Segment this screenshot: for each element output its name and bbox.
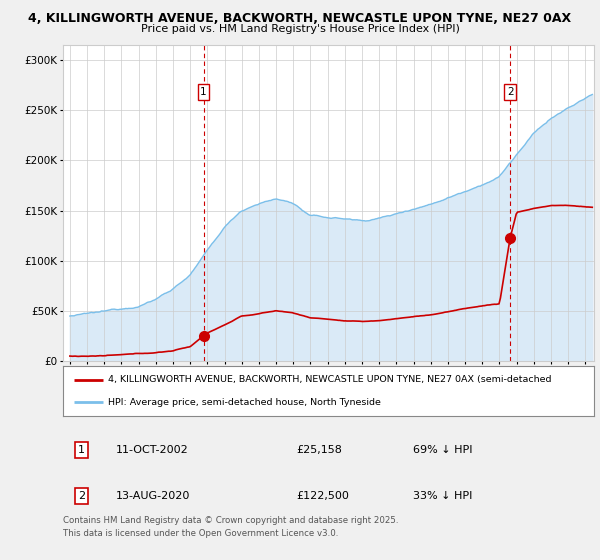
Text: 11-OCT-2002: 11-OCT-2002 <box>116 445 189 455</box>
Text: Price paid vs. HM Land Registry's House Price Index (HPI): Price paid vs. HM Land Registry's House … <box>140 24 460 34</box>
Text: 13-AUG-2020: 13-AUG-2020 <box>116 491 190 501</box>
Text: 69% ↓ HPI: 69% ↓ HPI <box>413 445 473 455</box>
Text: 4, KILLINGWORTH AVENUE, BACKWORTH, NEWCASTLE UPON TYNE, NE27 0AX: 4, KILLINGWORTH AVENUE, BACKWORTH, NEWCA… <box>28 12 572 25</box>
Text: £122,500: £122,500 <box>296 491 350 501</box>
Text: 33% ↓ HPI: 33% ↓ HPI <box>413 491 473 501</box>
Text: 2: 2 <box>78 491 85 501</box>
Text: £25,158: £25,158 <box>296 445 343 455</box>
Text: Contains HM Land Registry data © Crown copyright and database right 2025.
This d: Contains HM Land Registry data © Crown c… <box>63 516 398 538</box>
Text: 2: 2 <box>507 87 514 97</box>
Text: 4, KILLINGWORTH AVENUE, BACKWORTH, NEWCASTLE UPON TYNE, NE27 0AX (semi-detached: 4, KILLINGWORTH AVENUE, BACKWORTH, NEWCA… <box>108 375 551 384</box>
Text: HPI: Average price, semi-detached house, North Tyneside: HPI: Average price, semi-detached house,… <box>108 398 381 407</box>
Text: 1: 1 <box>200 87 207 97</box>
Text: 1: 1 <box>78 445 85 455</box>
